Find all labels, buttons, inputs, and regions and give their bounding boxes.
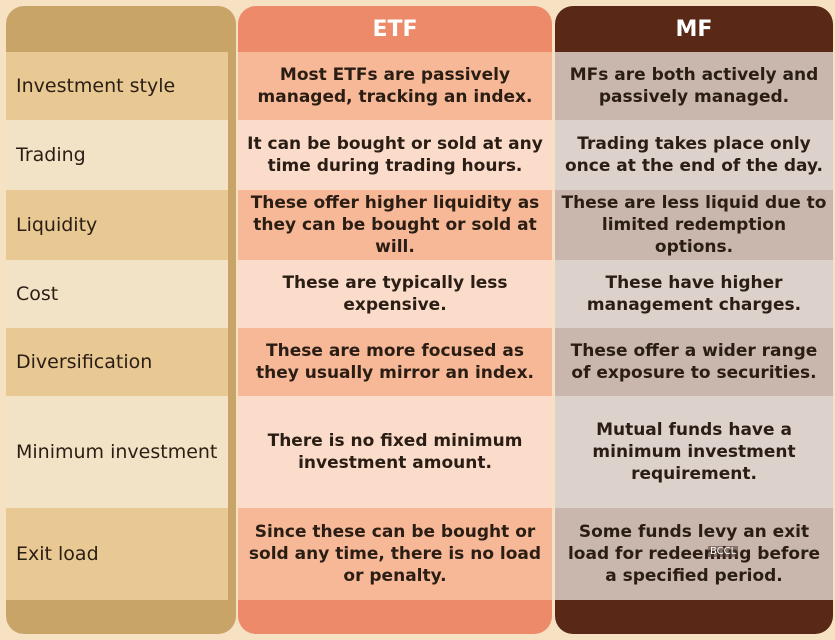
mf-cell: MFs are both actively and passively mana… — [555, 52, 833, 120]
table-row: Diversification These are more focused a… — [0, 328, 835, 396]
row-label: Cost — [6, 260, 228, 328]
etf-cell: It can be bought or sold at any time dur… — [238, 120, 552, 190]
row-label: Investment style — [6, 52, 228, 120]
mf-cell: These are less liquid due to limited red… — [555, 190, 833, 260]
table-row: Cost These are typically less expensive.… — [0, 260, 835, 328]
mf-cell: Some funds levy an exit load for redeemi… — [555, 508, 833, 600]
bccl-watermark: BCCL — [708, 546, 739, 557]
row-label: Minimum investment — [6, 396, 228, 508]
mf-cell: Mutual funds have a minimum investment r… — [555, 396, 833, 508]
mf-cell: These offer a wider range of exposure to… — [555, 328, 833, 396]
etf-cell: Most ETFs are passively managed, trackin… — [238, 52, 552, 120]
table-row: Minimum investment There is no fixed min… — [0, 396, 835, 508]
row-label: Trading — [6, 120, 228, 190]
row-label: Liquidity — [6, 190, 228, 260]
etf-cell: There is no fixed minimum investment amo… — [238, 396, 552, 508]
etf-cell: These are more focused as they usually m… — [238, 328, 552, 396]
row-label: Diversification — [6, 328, 228, 396]
table-row: Trading It can be bought or sold at any … — [0, 120, 835, 190]
etf-cell: These offer higher liquidity as they can… — [238, 190, 552, 260]
mf-cell: Trading takes place only once at the end… — [555, 120, 833, 190]
table-row: Investment style Most ETFs are passively… — [0, 52, 835, 120]
table-row: Exit load Since these can be bought or s… — [0, 508, 835, 600]
etf-cell: Since these can be bought or sold any ti… — [238, 508, 552, 600]
row-label: Exit load — [6, 508, 228, 600]
mf-header: MF — [675, 16, 713, 42]
etf-cell: These are typically less expensive. — [238, 260, 552, 328]
mf-cell: These have higher management charges. — [555, 260, 833, 328]
table-row: Liquidity These offer higher liquidity a… — [0, 190, 835, 260]
etf-header: ETF — [372, 16, 418, 42]
